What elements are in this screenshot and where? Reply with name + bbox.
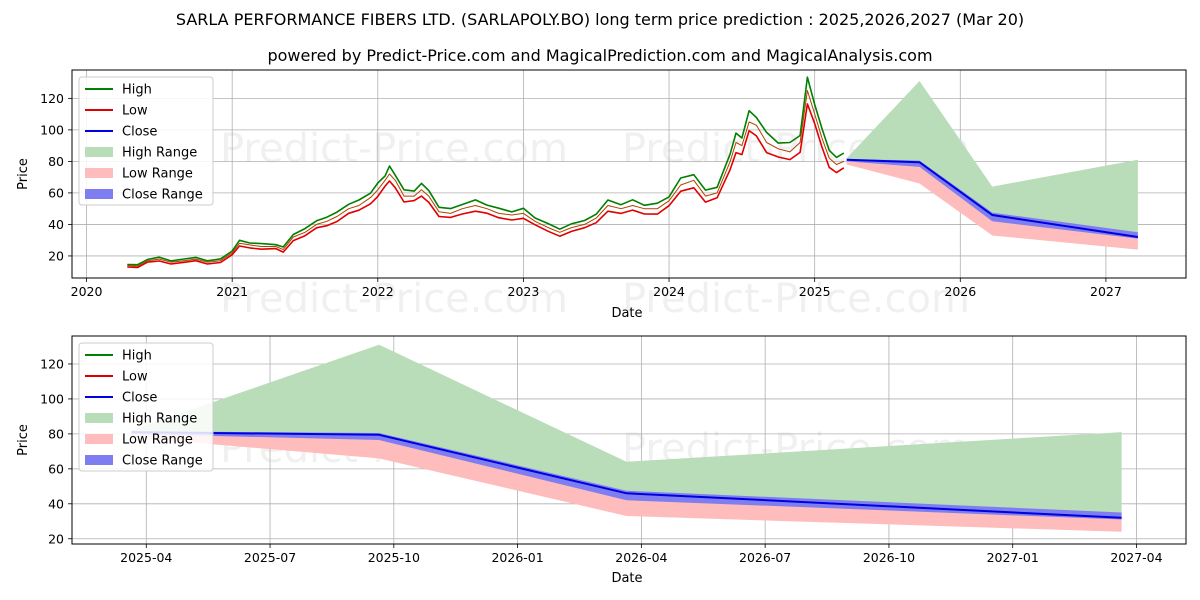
y-axis-label-bottom: Price bbox=[16, 424, 31, 456]
x-tick-label: 2025-10 bbox=[368, 550, 420, 565]
y-tick-label: 40 bbox=[48, 217, 64, 232]
ticks-bottom: 2025-04 2025-07 2025-10 2026-01 2026-04 2026-… bbox=[40, 356, 1163, 565]
legend-swatch bbox=[85, 434, 113, 444]
legend-label: High bbox=[122, 83, 152, 98]
close-range-band bbox=[846, 159, 1138, 239]
x-tick-label: 2027 bbox=[1090, 284, 1122, 299]
chart-top: Predict-Price.com Predict-Price.com Pred… bbox=[16, 69, 1187, 322]
y-tick-label: 20 bbox=[48, 531, 64, 546]
range-fills-top bbox=[846, 81, 1138, 250]
y-axis-label-top: Price bbox=[16, 158, 31, 190]
x-tick-label: 2024 bbox=[653, 284, 685, 299]
legend-label: High bbox=[122, 349, 152, 364]
legend-swatch bbox=[85, 189, 113, 199]
watermark-top-4: Predict-Price.com bbox=[622, 276, 970, 322]
legend-label: Close Range bbox=[122, 188, 203, 203]
legend-swatch bbox=[85, 147, 113, 157]
y-tick-label: 100 bbox=[40, 391, 64, 406]
y-tick-label: 20 bbox=[48, 248, 64, 263]
x-axis-label-top: Date bbox=[611, 306, 642, 321]
legend-swatch bbox=[85, 413, 113, 423]
y-tick-label: 120 bbox=[40, 91, 64, 106]
legend-label: Low Range bbox=[122, 167, 193, 182]
legend-label: Close Range bbox=[122, 454, 203, 469]
close-history-line bbox=[127, 90, 844, 267]
x-tick-label: 2020 bbox=[71, 284, 103, 299]
x-tick-label: 2025-07 bbox=[244, 550, 296, 565]
chart-bottom: Predict-Price.com Predict-Price.com 2025… bbox=[16, 335, 1187, 586]
high-range-band bbox=[846, 81, 1138, 237]
watermark-top-3: Predict-Price.com bbox=[220, 276, 568, 322]
legend-label: High Range bbox=[122, 146, 197, 161]
legend-top: High Low Close High Range Low Range Close Ran… bbox=[78, 76, 214, 206]
y-tick-label: 120 bbox=[40, 356, 64, 371]
x-tick-label: 2022 bbox=[362, 284, 394, 299]
legend-bottom: High Low Close High Range Low Range Close Ran… bbox=[78, 342, 214, 472]
chart-title: SARLA PERFORMANCE FIBERS LTD. (SARLAPOLY… bbox=[175, 10, 1025, 29]
close-range-band bbox=[131, 431, 1122, 520]
x-tick-label: 2026-07 bbox=[739, 550, 791, 565]
x-tick-label: 2025-04 bbox=[120, 550, 172, 565]
price-lines-top bbox=[127, 76, 1139, 269]
x-tick-label: 2027-01 bbox=[987, 550, 1039, 565]
x-tick-label: 2026-10 bbox=[863, 550, 915, 565]
high-line bbox=[127, 76, 845, 266]
y-tick-label: 40 bbox=[48, 496, 64, 511]
legend-swatch bbox=[85, 455, 113, 465]
y-tick-label: 80 bbox=[48, 426, 64, 441]
x-tick-label: 2026 bbox=[944, 284, 976, 299]
y-tick-label: 60 bbox=[48, 185, 64, 200]
legend-label: High Range bbox=[122, 412, 197, 427]
legend-label: Close bbox=[122, 125, 157, 140]
x-tick-label: 2025 bbox=[799, 284, 831, 299]
x-tick-label: 2023 bbox=[508, 284, 540, 299]
legend-label: Low Range bbox=[122, 433, 193, 448]
plot-frame-top bbox=[71, 69, 1187, 279]
legend-label: Close bbox=[122, 391, 157, 406]
x-tick-label: 2027-04 bbox=[1110, 550, 1162, 565]
price-lines-bottom bbox=[131, 431, 1122, 519]
legend-label: Low bbox=[122, 104, 148, 119]
legend-label: Low bbox=[122, 370, 148, 385]
ticks-top: 2020 2021 2022 2023 2024 2025 2026 2027 20 40 60 80… bbox=[40, 91, 1122, 299]
close-forecast-line bbox=[131, 431, 1122, 519]
plot-frame-bottom bbox=[71, 335, 1187, 545]
low-line bbox=[127, 103, 845, 269]
legend-swatch bbox=[85, 168, 113, 178]
x-axis-label-bottom: Date bbox=[611, 571, 642, 586]
x-tick-label: 2026-01 bbox=[491, 550, 543, 565]
chart-subtitle: powered by Predict-Price.com and Magical… bbox=[267, 46, 933, 65]
x-tick-label: 2026-04 bbox=[615, 550, 667, 565]
watermark-top-1: Predict-Price.com bbox=[220, 126, 568, 172]
y-tick-label: 80 bbox=[48, 154, 64, 169]
close-forecast-line bbox=[846, 158, 1139, 238]
range-fills-bottom bbox=[131, 344, 1122, 532]
x-tick-label: 2021 bbox=[216, 284, 248, 299]
y-tick-label: 60 bbox=[48, 461, 64, 476]
y-tick-label: 100 bbox=[40, 122, 64, 137]
high-range-band bbox=[131, 344, 1122, 518]
